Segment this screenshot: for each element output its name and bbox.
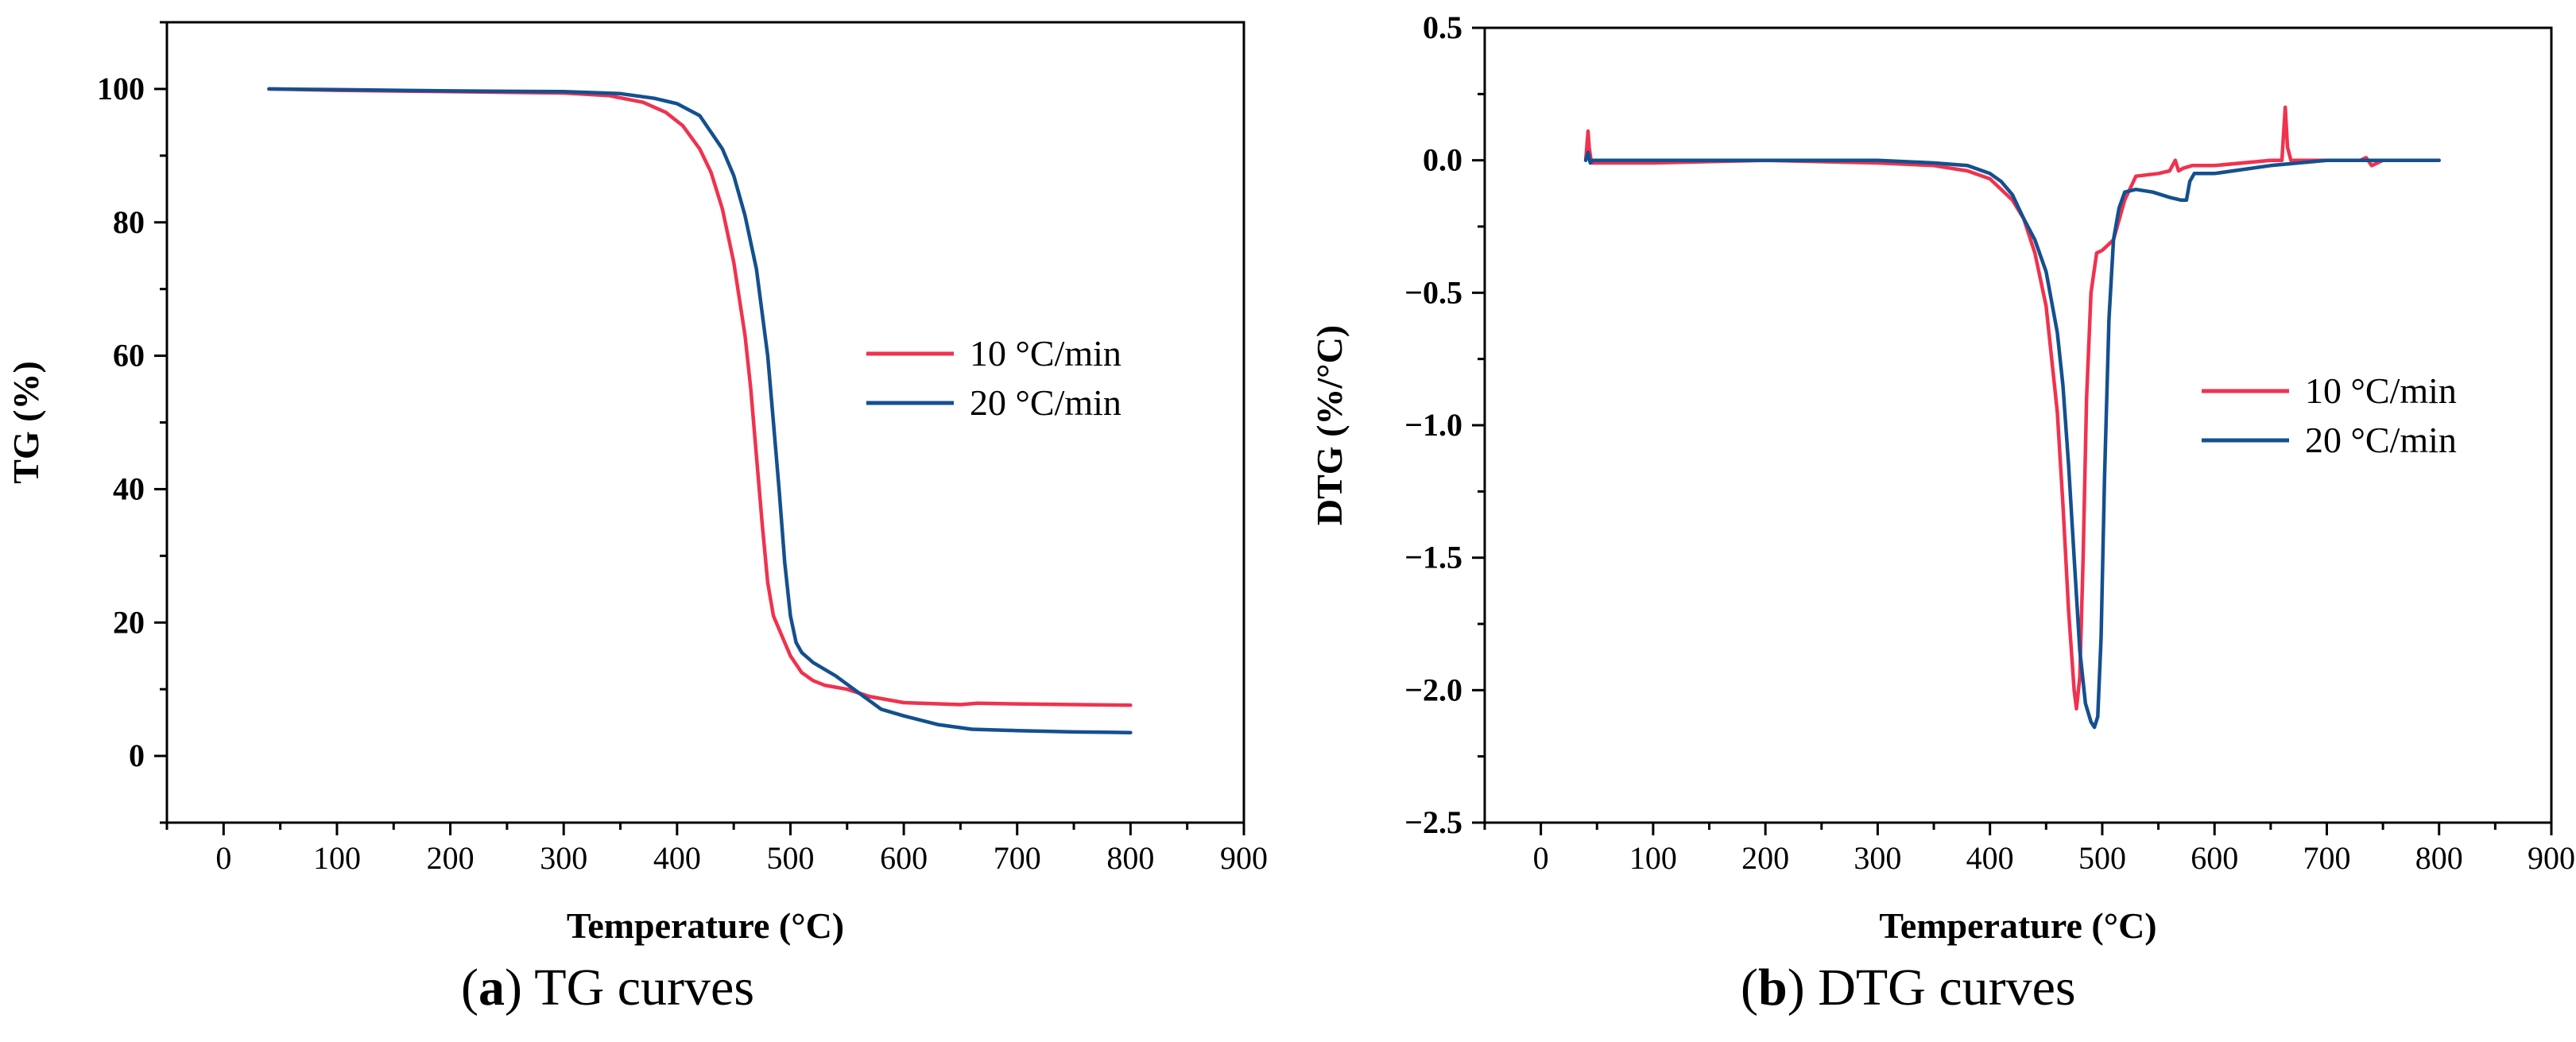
chart-b-x-tick-label: 0	[1533, 840, 1549, 876]
chart-b-series-line-2	[1583, 150, 2441, 730]
chart-b-x-tick-label: 100	[1629, 840, 1677, 876]
chart-a-x-tick-label: 0	[215, 840, 231, 876]
chart-b-x-tick-label: 700	[2303, 840, 2350, 876]
chart-a-y-tick-label: 80	[113, 204, 145, 240]
chart-b-x-tick-label: 600	[2191, 840, 2238, 876]
caption-a-text: TG curves	[521, 959, 755, 1017]
chart-b-y-tick-label: −1.0	[1404, 407, 1462, 443]
chart-b-x-tick-label: 200	[1741, 840, 1789, 876]
chart-b: 0 100 200 300 400 500 600 700 800 900 −2.5 −2.0 −1.5…	[1309, 10, 2575, 946]
chart-a-x-tick-label: 100	[313, 840, 361, 876]
chart-a-legend-label-1: 10 °C/min	[970, 333, 1121, 374]
caption-b-letter: b	[1757, 959, 1788, 1017]
chart-b-x-axis-label: Temperature (°C)	[1879, 905, 2156, 946]
chart-b-x-tick-label: 300	[1854, 840, 1901, 876]
chart-a-series-line-1	[267, 87, 1133, 707]
caption-b: (b) DTG curves	[1741, 959, 2076, 1017]
chart-a-series-line-2	[267, 87, 1133, 734]
chart-b-x-tick-label: 900	[2528, 840, 2575, 876]
chart-a-x-tick-label: 500	[766, 840, 814, 876]
caption-a-letter: a	[478, 959, 505, 1017]
chart-a-x-tick-label: 400	[653, 840, 701, 876]
chart-a-x-tick-label: 600	[880, 840, 928, 876]
chart-a-x-tick-label: 700	[994, 840, 1041, 876]
chart-b-y-tick-label: −0.5	[1404, 274, 1462, 310]
chart-a-y-axis-label: TG (%)	[6, 361, 46, 484]
chart-b-y-tick-label: −2.5	[1404, 804, 1462, 840]
chart-a-x-axis-label: Temperature (°C)	[567, 905, 844, 946]
chart-b-y-tick-label: 0.5	[1423, 10, 1462, 45]
chart-b-y-tick-label: 0.0	[1423, 142, 1462, 178]
chart-a-legend-label-2: 20 °C/min	[970, 382, 1121, 423]
chart-b-y-tick-label: −1.5	[1404, 540, 1462, 575]
caption-a: (a) TG curves	[461, 959, 755, 1017]
chart-a-y-tick-label: 60	[113, 338, 145, 374]
chart-a-y-tick-label: 40	[113, 471, 145, 506]
chart-b-x-tick-label: 500	[2078, 840, 2126, 876]
chart-b-x-tick-label: 400	[1966, 840, 2014, 876]
chart-b-legend-label-1: 10 °C/min	[2305, 370, 2457, 411]
chart-b-y-axis-label: DTG (%/°C)	[1309, 325, 1350, 525]
chart-a-x-tick-label: 900	[1220, 840, 1268, 876]
chart-b-legend-label-2: 20 °C/min	[2305, 420, 2457, 460]
chart-a-y-tick-label: 0	[129, 738, 145, 773]
chart-b-y-tick-label: −2.0	[1404, 672, 1462, 707]
chart-a-x-tick-label: 200	[427, 840, 475, 876]
chart-a-x-tick-label: 300	[540, 840, 587, 876]
chart-a-y-tick-label: 100	[97, 71, 145, 107]
chart-b-x-tick-label: 800	[2415, 840, 2463, 876]
chart-a-y-tick-label: 20	[113, 604, 145, 640]
chart-a: 0 100 200 300 400 500 600 700 800 900 0 20 40 60 80 100…	[6, 21, 1268, 946]
caption-b-text: DTG curves	[1804, 959, 2076, 1017]
chart-b-series-line-1	[1583, 105, 2441, 711]
chart-a-x-tick-label: 800	[1106, 840, 1154, 876]
